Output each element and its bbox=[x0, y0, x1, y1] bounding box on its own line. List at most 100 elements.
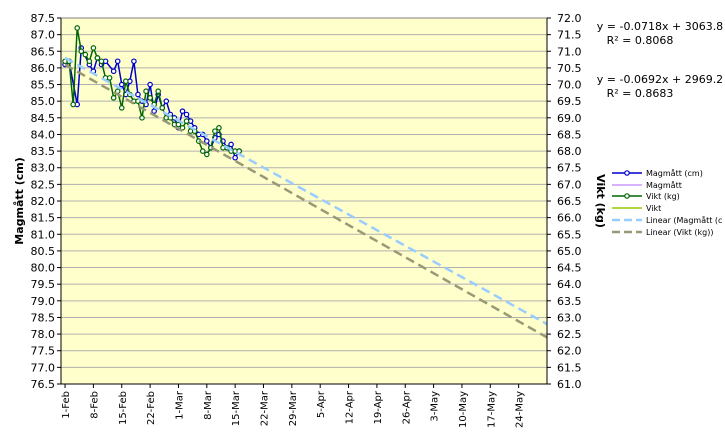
data-point bbox=[94, 55, 101, 61]
legend-label: Linear (Magmått (c bbox=[646, 215, 722, 225]
series-line bbox=[64, 56, 548, 326]
data-point bbox=[155, 88, 162, 95]
y-left-tick-label: 79.0 bbox=[31, 295, 56, 308]
data-point bbox=[159, 105, 166, 111]
data-point bbox=[212, 128, 218, 134]
data-point bbox=[74, 25, 81, 31]
data-point bbox=[139, 115, 145, 121]
y-right-tick-label: 62.0 bbox=[557, 345, 582, 358]
data-point bbox=[70, 101, 76, 108]
data-point bbox=[183, 118, 190, 124]
y-right-tick-label: 65.5 bbox=[557, 228, 582, 241]
x-tick-label: 15-Mar bbox=[231, 390, 242, 426]
y-right-tick-label: 66.0 bbox=[557, 212, 582, 225]
y-left-tick-label: 76.5 bbox=[31, 378, 56, 391]
y-right-tick-label: 64.0 bbox=[557, 278, 582, 291]
y-left-tick-label: 83.5 bbox=[31, 145, 56, 158]
axes: 76.5 61.0 77.0 61.5 77.5 62.0 78.0 62.5 78.5 63.0… bbox=[31, 12, 582, 428]
data-point bbox=[163, 98, 170, 104]
y-right-tick-label: 62.5 bbox=[557, 328, 582, 341]
legend-label: Magmått (cm) bbox=[646, 168, 703, 178]
legend-label: Vikt bbox=[646, 204, 661, 213]
legend-marker bbox=[624, 170, 630, 176]
y-right-tick-label: 70.5 bbox=[557, 62, 582, 75]
data-point bbox=[78, 48, 85, 55]
data-point bbox=[86, 58, 93, 65]
y-right-tick-label: 64.5 bbox=[557, 262, 582, 275]
y-right-tick-label: 72.0 bbox=[557, 12, 582, 25]
y-right-tick-label: 61.5 bbox=[557, 361, 582, 374]
y-right-tick-label: 69.0 bbox=[557, 112, 582, 125]
y-right-axis-title: Vikt (kg) bbox=[594, 174, 607, 228]
data-point bbox=[179, 108, 186, 114]
y-left-tick-label: 86.0 bbox=[31, 62, 56, 75]
trend-equation: y = -0.0692x + 2969.2 bbox=[597, 73, 723, 86]
data-point bbox=[204, 138, 210, 144]
data-point bbox=[90, 45, 97, 51]
x-tick-label: 15-Feb bbox=[118, 391, 129, 425]
y-right-tick-label: 65.0 bbox=[557, 245, 582, 258]
y-right-tick-label: 61.0 bbox=[557, 378, 582, 391]
y-left-tick-label: 80.0 bbox=[31, 262, 56, 275]
x-tick-label: 24-May bbox=[515, 391, 526, 428]
series-layer bbox=[62, 25, 548, 339]
legend: Magmått (cm) Magmått Vikt (kg) Vikt Linear (… bbox=[612, 168, 722, 237]
y-right-tick-label: 71.5 bbox=[557, 29, 582, 42]
x-tick-label: 22-Feb bbox=[146, 391, 157, 425]
data-point bbox=[199, 148, 206, 154]
data-point bbox=[143, 88, 149, 95]
x-tick-label: 29-Mar bbox=[288, 390, 299, 426]
legend-label: Magmått bbox=[646, 180, 682, 190]
data-point bbox=[106, 75, 113, 81]
x-tick-label: 19-Apr bbox=[373, 390, 384, 424]
data-point bbox=[228, 141, 234, 148]
y-right-tick-label: 70.0 bbox=[557, 79, 582, 92]
data-point bbox=[114, 58, 121, 65]
series-line bbox=[64, 63, 548, 339]
data-point bbox=[147, 81, 153, 88]
y-right-tick-label: 67.5 bbox=[557, 162, 582, 175]
data-point bbox=[82, 51, 89, 58]
x-tick-label: 22-Mar bbox=[260, 390, 271, 426]
y-left-tick-label: 81.5 bbox=[31, 212, 56, 225]
data-point bbox=[147, 95, 153, 101]
y-left-tick-label: 84.0 bbox=[31, 128, 56, 141]
y-right-tick-label: 68.0 bbox=[557, 145, 582, 158]
trend-r2: R² = 0.8068 bbox=[607, 34, 674, 47]
y-left-tick-label: 86.5 bbox=[31, 45, 56, 58]
legend-label: Vikt (kg) bbox=[646, 192, 680, 201]
y-right-tick-label: 71.0 bbox=[557, 45, 582, 58]
x-tick-label: 17-May bbox=[486, 391, 497, 428]
y-left-axis-title: Magmått (cm) bbox=[13, 157, 26, 245]
data-point bbox=[131, 58, 137, 65]
y-left-tick-label: 79.5 bbox=[31, 278, 56, 291]
x-tick-label: 26-Apr bbox=[401, 390, 412, 424]
y-left-tick-label: 85.5 bbox=[31, 79, 56, 92]
x-tick-label: 1-Feb bbox=[61, 391, 72, 419]
data-point bbox=[216, 125, 222, 131]
data-point bbox=[183, 111, 190, 118]
y-right-tick-label: 66.5 bbox=[557, 195, 582, 208]
legend-label: Linear (Vikt (kg)) bbox=[646, 228, 713, 237]
gridlines bbox=[61, 34, 547, 368]
y-left-tick-label: 87.5 bbox=[31, 12, 56, 25]
y-left-tick-label: 81.0 bbox=[31, 228, 56, 241]
y-left-tick-label: 80.5 bbox=[31, 245, 56, 258]
data-point bbox=[135, 91, 141, 98]
x-tick-label: 3-May bbox=[430, 391, 441, 422]
data-point bbox=[118, 81, 125, 88]
data-point bbox=[110, 95, 117, 101]
y-left-tick-label: 87.0 bbox=[31, 29, 56, 42]
legend-marker bbox=[624, 193, 630, 199]
y-left-tick-label: 78.0 bbox=[31, 328, 56, 341]
x-tick-label: 8-Feb bbox=[89, 391, 100, 419]
trend-equation: y = -0.0718x + 3063.8 bbox=[597, 20, 723, 33]
y-right-tick-label: 68.5 bbox=[557, 128, 582, 141]
trend-equations: y = -0.0718x + 3063.8R² = 0.8068 y = -0.0… bbox=[597, 20, 723, 100]
x-tick-label: 5-Apr bbox=[316, 390, 327, 418]
data-point bbox=[175, 121, 182, 128]
y-left-tick-label: 78.5 bbox=[31, 311, 56, 324]
data-point bbox=[98, 58, 105, 65]
y-left-tick-label: 82.0 bbox=[31, 195, 56, 208]
x-tick-label: 10-May bbox=[458, 391, 469, 428]
